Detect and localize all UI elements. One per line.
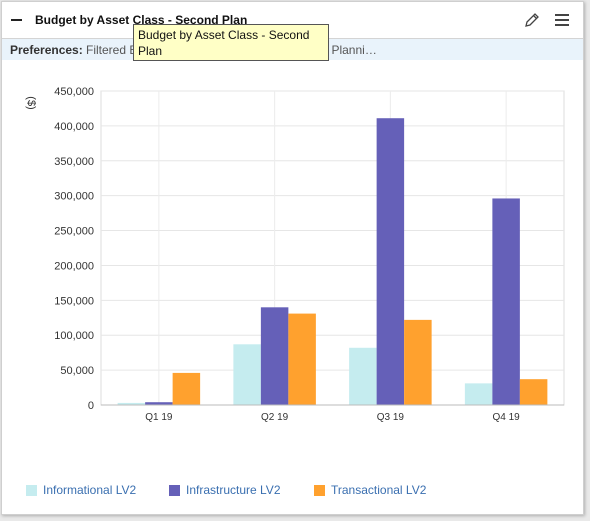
y-tick-label: 50,000 (60, 365, 94, 377)
x-tick-label: Q2 19 (261, 412, 289, 423)
bar (260, 307, 289, 405)
legend-item-infrastructure[interactable]: Infrastructure LV2 (169, 483, 281, 497)
y-tick-label: 0 (88, 400, 94, 412)
bar (349, 347, 377, 405)
bar-chart: 0 50,000 100,000 150,000 200,000 250,000 300,0… (25, 86, 565, 423)
title-tooltip: Budget by Asset Class - Second Plan (133, 24, 329, 61)
bar (376, 118, 405, 406)
plot-area (100, 90, 565, 406)
y-tick-label: 150,000 (54, 295, 94, 307)
bar (172, 372, 201, 405)
pencil-icon[interactable] (523, 11, 541, 29)
y-tick-label: 450,000 (54, 86, 94, 98)
bar (519, 379, 548, 405)
legend-label: Infrastructure LV2 (186, 483, 281, 497)
y-axis-label: ($) (25, 96, 37, 109)
y-tick-label: 100,000 (54, 330, 94, 342)
widget-title: Budget by Asset Class - Second Plan (35, 13, 248, 27)
bar (404, 319, 432, 405)
bar (492, 198, 520, 405)
y-tick-label: 300,000 (54, 191, 94, 203)
hamburger-menu-icon[interactable] (553, 11, 571, 29)
legend-swatch (26, 484, 37, 496)
bar (464, 383, 493, 405)
y-tick-label: 200,000 (54, 260, 94, 272)
legend-label: Informational LV2 (43, 483, 137, 497)
chart-legend: Informational LV2 Infrastructure LV2 Tra… (2, 483, 583, 501)
bar (288, 313, 316, 405)
bar (233, 344, 261, 405)
bar (117, 402, 146, 405)
y-tick-label: 400,000 (54, 121, 94, 133)
preferences-label: Preferences: (10, 43, 83, 57)
y-tick-label: 350,000 (54, 156, 94, 168)
bar (145, 402, 173, 405)
legend-swatch (169, 484, 180, 496)
x-tick-label: Q1 19 (145, 412, 173, 423)
x-tick-label: Q4 19 (493, 412, 521, 423)
legend-label: Transactional LV2 (331, 483, 427, 497)
legend-item-transactional[interactable]: Transactional LV2 (314, 483, 426, 497)
legend-swatch (314, 484, 325, 496)
legend-item-informational[interactable]: Informational LV2 (26, 483, 136, 497)
y-tick-label: 250,000 (54, 226, 94, 238)
chart-widget: Budget by Asset Class - Second Plan Pref… (1, 1, 584, 515)
x-tick-label: Q3 19 (377, 412, 405, 423)
minus-icon[interactable] (11, 19, 22, 21)
